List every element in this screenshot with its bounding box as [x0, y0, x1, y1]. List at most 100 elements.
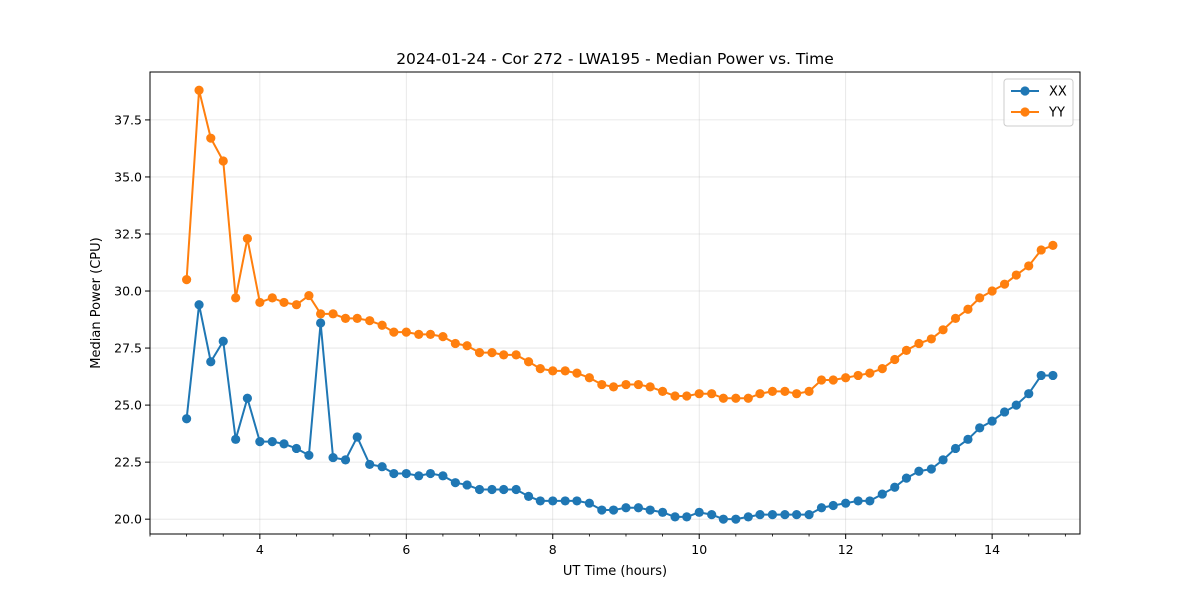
x-tick-label: 4	[256, 542, 264, 557]
data-point-yy	[365, 316, 375, 326]
data-point-yy	[584, 373, 594, 383]
data-point-xx	[206, 357, 216, 367]
data-point-xx	[316, 318, 326, 328]
data-point-yy	[694, 389, 704, 399]
data-point-xx	[304, 450, 314, 460]
data-point-yy	[950, 313, 961, 323]
data-point-xx	[621, 503, 631, 513]
data-point-xx	[462, 480, 472, 490]
legend: XX YY	[1003, 78, 1074, 127]
data-point-yy	[438, 332, 448, 342]
data-point-xx	[352, 432, 362, 442]
data-point-xx	[743, 512, 753, 522]
data-point-yy	[792, 389, 802, 399]
data-point-yy	[1024, 261, 1034, 271]
data-point-xx	[255, 437, 265, 447]
data-point-xx	[1036, 370, 1046, 381]
data-point-yy	[487, 348, 497, 358]
data-point-xx	[792, 510, 802, 520]
data-point-xx	[828, 500, 838, 511]
data-point-yy	[328, 309, 338, 319]
x-tick-label: 14	[984, 542, 1000, 557]
y-tick-label: 25.0	[114, 398, 142, 413]
data-point-xx	[926, 464, 936, 474]
y-axis-ticks: 20.0 22.5 25.0 27.5 30.0 32.5 35.0 37.5	[114, 112, 150, 527]
x-tick-label: 12	[838, 542, 854, 557]
data-point-xx	[487, 484, 497, 495]
data-point-yy	[718, 393, 728, 403]
data-point-xx	[377, 462, 387, 472]
data-point-xx	[645, 505, 655, 515]
series-xx	[182, 300, 1058, 524]
legend-label-xx: XX	[1049, 85, 1067, 100]
data-point-xx	[804, 510, 814, 520]
data-point-yy	[841, 373, 851, 383]
data-point-xx	[597, 505, 607, 515]
data-point-xx	[877, 489, 887, 499]
data-point-xx	[853, 496, 863, 506]
data-point-yy	[707, 389, 717, 399]
data-point-xx	[218, 336, 228, 346]
data-point-yy	[279, 297, 289, 308]
data-point-xx	[584, 498, 594, 508]
data-point-yy	[255, 297, 265, 308]
data-point-xx	[901, 473, 912, 483]
data-point-yy	[206, 133, 216, 143]
data-point-xx	[365, 459, 375, 470]
data-point-yy	[926, 334, 936, 344]
data-point-yy	[560, 366, 570, 376]
y-tick-label: 20.0	[114, 512, 142, 527]
data-point-yy	[755, 389, 765, 399]
x-axis-ticks: 4 6 8 10 12 14	[149, 534, 1066, 557]
data-point-yy	[828, 375, 838, 385]
data-point-xx	[279, 439, 289, 449]
data-point-yy	[523, 357, 534, 367]
data-point-xx	[535, 496, 545, 506]
y-tick-label: 37.5	[114, 112, 142, 127]
data-point-yy	[780, 386, 790, 397]
data-point-yy	[1036, 245, 1046, 255]
data-point-xx	[755, 510, 765, 520]
data-point-yy	[963, 304, 973, 314]
data-point-yy	[890, 354, 900, 365]
data-point-yy	[425, 329, 436, 339]
data-point-xx	[780, 510, 790, 520]
data-point-yy	[182, 275, 192, 285]
data-point-yy	[743, 393, 753, 403]
data-point-yy	[731, 393, 741, 403]
data-point-xx	[865, 496, 875, 506]
data-point-xx	[523, 491, 534, 501]
data-point-yy	[645, 382, 655, 392]
data-point-yy	[987, 286, 997, 296]
data-point-yy	[291, 300, 302, 310]
data-point-yy	[218, 156, 228, 166]
data-point-xx	[987, 416, 997, 426]
data-point-xx	[231, 434, 241, 444]
data-point-xx	[841, 498, 851, 508]
data-point-xx	[291, 443, 302, 454]
x-tick-label: 8	[549, 542, 557, 557]
data-point-xx	[511, 484, 521, 495]
data-point-xx	[767, 510, 778, 520]
data-point-yy	[901, 345, 912, 355]
legend-marker-yy	[1020, 107, 1030, 117]
data-point-yy	[304, 290, 314, 301]
data-point-yy	[999, 279, 1010, 289]
data-point-xx	[816, 503, 827, 513]
data-point-yy	[352, 313, 362, 323]
data-point-xx	[560, 496, 570, 506]
data-point-yy	[316, 309, 326, 319]
data-point-xx	[572, 496, 582, 506]
data-point-xx	[389, 468, 399, 479]
data-point-yy	[572, 368, 582, 378]
chart-title: 2024-01-24 - Cor 272 - LWA195 - Median P…	[396, 50, 834, 68]
data-point-xx	[890, 482, 900, 492]
series-layer	[182, 85, 1058, 524]
data-point-xx	[328, 452, 338, 463]
y-tick-label: 35.0	[114, 169, 142, 184]
y-tick-label: 27.5	[114, 341, 142, 356]
data-point-xx	[182, 414, 192, 424]
y-axis-label: Median Power (CPU)	[89, 237, 104, 368]
